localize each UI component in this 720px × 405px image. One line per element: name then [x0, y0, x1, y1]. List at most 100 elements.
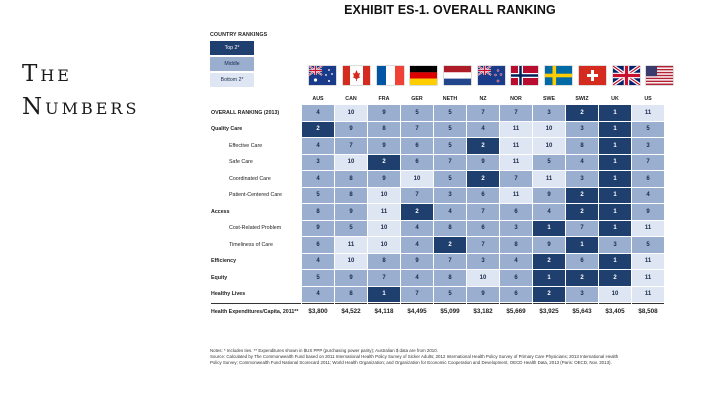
expenditure-cell: $5,669	[500, 303, 532, 320]
rank-cell: 4	[500, 253, 532, 269]
rank-cell: 3	[566, 286, 598, 302]
rank-cell: 7	[467, 204, 499, 220]
expenditures-label: Health Expenditures/Capita, 2011**	[211, 303, 301, 320]
rank-cell: 1	[599, 171, 631, 187]
expenditure-cell: $3,925	[533, 303, 565, 320]
rank-cell: 4	[302, 286, 334, 302]
row-label: Healthy Lives	[211, 291, 246, 298]
rank-cell: 2	[566, 270, 598, 286]
row-label: Equity	[211, 274, 228, 281]
rank-cell: 1	[599, 253, 631, 269]
rank-cell: 2	[467, 171, 499, 187]
slide-title: The Numbers	[22, 61, 140, 120]
rank-cell: 3	[434, 187, 466, 203]
rank-cell: 10	[368, 220, 400, 236]
rank-cell: 8	[368, 253, 400, 269]
switzerland-flag-icon	[578, 66, 606, 85]
rank-cell: 3	[632, 138, 664, 154]
col-header: AUS	[312, 95, 324, 102]
legend: COUNTRY RANKINGS Top 2* Middle Bottom 2*	[210, 32, 267, 89]
table-row: Timeliness of Care 6 11 10 4 2 7 8 9 1 3 5	[211, 237, 664, 253]
netherlands-flag-icon	[444, 66, 472, 85]
expenditure-cell: $5,643	[566, 303, 598, 320]
rank-cell: 11	[632, 220, 664, 236]
rank-cell: 10	[335, 253, 367, 269]
rank-cell: 2	[434, 237, 466, 253]
rank-cell: 5	[335, 220, 367, 236]
rank-cell: 5	[401, 105, 433, 121]
rank-cell: 3	[599, 237, 631, 253]
table-header-row: AUS CAN FRA GER NETH NZ NOR SWE SWIZ UK …	[211, 93, 664, 104]
table-row: Equity 5 9 7 4 8 10 6 1 2 2 11	[211, 270, 664, 286]
rank-cell: 2	[368, 154, 400, 170]
expenditure-cell: $4,522	[335, 303, 367, 320]
rank-cell: 1	[368, 286, 400, 302]
rank-cell: 10	[533, 138, 565, 154]
rank-cell: 11	[632, 286, 664, 302]
row-label: Patient-Centered Care	[229, 192, 282, 199]
rank-cell: 10	[599, 286, 631, 302]
rank-cell: 7	[335, 138, 367, 154]
col-header: FRA	[378, 95, 390, 102]
rank-cell: 8	[434, 270, 466, 286]
rank-cell: 4	[302, 105, 334, 121]
rank-cell: 7	[401, 187, 433, 203]
rank-cell: 9	[368, 138, 400, 154]
rank-cell: 9	[368, 105, 400, 121]
rank-cell: 11	[500, 187, 532, 203]
rank-cell: 2	[566, 204, 598, 220]
new-zealand-flag-icon	[477, 66, 505, 85]
rank-cell: 4	[401, 237, 433, 253]
rank-cell: 11	[500, 138, 532, 154]
legend-item-top: Top 2*	[210, 41, 254, 55]
col-header: UK	[611, 95, 619, 102]
expenditure-cell: $4,118	[368, 303, 400, 320]
rank-cell: 3	[533, 105, 565, 121]
rank-cell: 6	[500, 286, 532, 302]
rank-cell: 9	[335, 121, 367, 137]
rank-cell: 4	[302, 171, 334, 187]
rank-cell: 2	[533, 253, 565, 269]
table-row: Efficiency 4 10 8 9 7 3 4 2 6 1 11	[211, 253, 664, 269]
rank-cell: 2	[401, 204, 433, 220]
rank-cell: 2	[302, 121, 334, 137]
rank-cell: 5	[632, 237, 664, 253]
rank-cell: 7	[401, 121, 433, 137]
rank-cell: 1	[533, 270, 565, 286]
rank-cell: 6	[467, 220, 499, 236]
rank-cell: 10	[533, 121, 565, 137]
rank-cell: 11	[335, 237, 367, 253]
expenditures-row: Health Expenditures/Capita, 2011** $3,80…	[211, 303, 664, 320]
col-header: NOR	[510, 95, 522, 102]
row-label: Quality Care	[211, 126, 243, 133]
rank-cell: 3	[302, 154, 334, 170]
rank-cell: 9	[533, 187, 565, 203]
rank-cell: 2	[533, 286, 565, 302]
expenditure-cell: $4,495	[401, 303, 433, 320]
rank-cell: 9	[533, 237, 565, 253]
exhibit-title: EXHIBIT ES-1. OVERALL RANKING	[344, 3, 556, 17]
rank-cell: 11	[632, 105, 664, 121]
rank-cell: 8	[434, 220, 466, 236]
rank-cell: 6	[566, 253, 598, 269]
rank-cell: 7	[434, 253, 466, 269]
rank-cell: 10	[368, 187, 400, 203]
rank-cell: 7	[500, 171, 532, 187]
table-row: Quality Care 2 9 8 7 5 4 11 10 3 1 5	[211, 121, 664, 137]
rank-cell: 1	[599, 187, 631, 203]
notes-line: Source: Calculated by The Commonwealth F…	[210, 354, 619, 360]
rank-cell: 8	[368, 121, 400, 137]
table-row: Healthy Lives 4 8 1 7 5 9 6 2 3 10 11	[211, 286, 664, 302]
rank-cell: 7	[368, 270, 400, 286]
col-header: CAN	[345, 95, 357, 102]
rank-cell: 3	[566, 171, 598, 187]
legend-item-middle: Middle	[210, 57, 254, 71]
rank-cell: 1	[533, 220, 565, 236]
expenditure-cell: $3,800	[302, 303, 334, 320]
notes-line: Policy Survey; Commonwealth Fund Nationa…	[210, 360, 612, 366]
col-header: NZ	[479, 95, 487, 102]
header-corner	[211, 93, 301, 104]
rank-cell: 5	[434, 138, 466, 154]
col-header: NETH	[442, 95, 458, 102]
table-row: Patient-Centered Care 5 8 10 7 3 6 11 9 2 1 4	[211, 187, 664, 203]
